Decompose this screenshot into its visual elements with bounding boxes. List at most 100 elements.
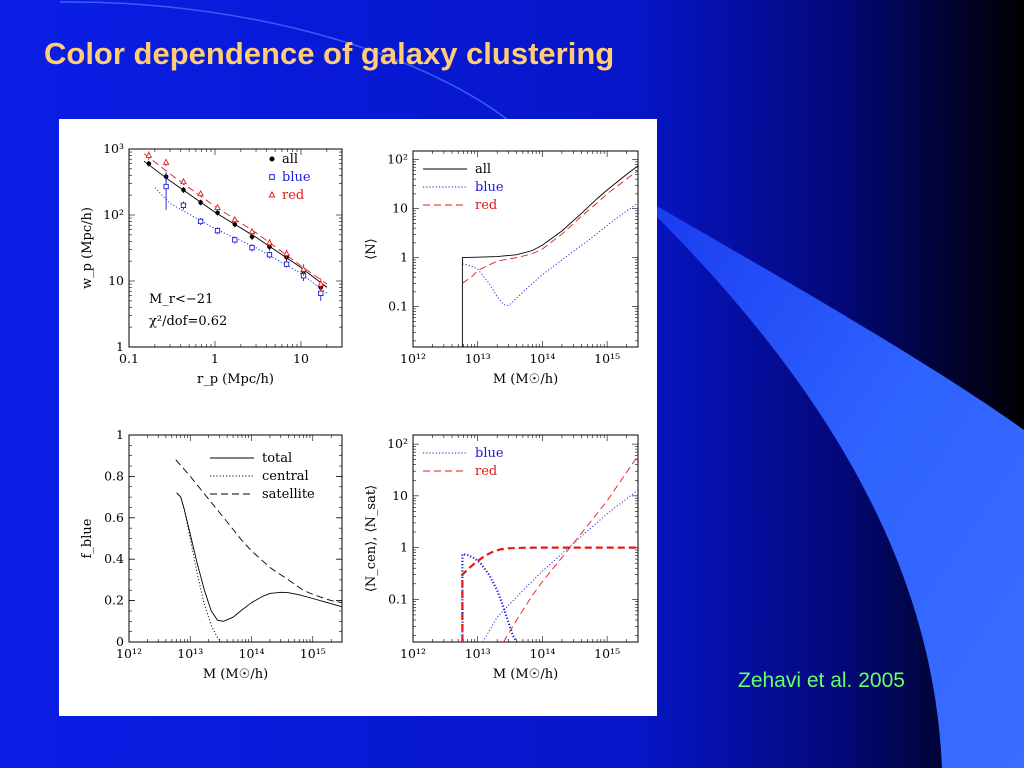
data-point-red: [197, 189, 204, 197]
data-point-all: [146, 161, 152, 166]
x-tick-label: 10: [293, 351, 309, 366]
y-tick-label: 0.1: [388, 299, 408, 314]
legend: blue red: [423, 446, 504, 479]
y-tick-label: 0.2: [104, 593, 124, 608]
legend-label: blue: [282, 170, 311, 185]
y-tick-label: 0.4: [104, 551, 124, 566]
citation: Zehavi et al. 2005: [738, 669, 905, 692]
data-point-blue: [283, 261, 290, 267]
data-point-red: [300, 265, 307, 272]
x-tick-label: 0.1: [119, 351, 139, 366]
x-tick-label: 10¹²: [116, 646, 142, 661]
data-point-all: [249, 234, 255, 239]
data-point-red: [317, 280, 325, 287]
x-tick-label: 10¹⁵: [300, 646, 326, 661]
y-tick-label: 10: [108, 273, 124, 288]
y-tick-label: 0: [116, 634, 124, 649]
x-axis-label: M (M☉/h): [203, 667, 268, 682]
data-point-blue: [232, 237, 238, 243]
x-tick-label: 10¹⁴: [239, 646, 265, 661]
legend: all blue red: [268, 152, 311, 203]
data-point-all: [232, 222, 238, 227]
x-tick-label: 10¹⁵: [594, 646, 620, 661]
data-point-red: [214, 203, 221, 210]
data-point-red: [283, 249, 290, 257]
legend-label: blue: [475, 446, 504, 461]
y-tick-label: 1: [116, 427, 124, 442]
x-tick-label: 10¹⁴: [529, 351, 555, 366]
slide-title: Color dependence of galaxy clustering: [44, 36, 615, 71]
legend-marker: [269, 156, 275, 162]
x-tick-label: 10¹³: [465, 351, 491, 366]
legend-label: central: [262, 469, 309, 484]
y-tick-label: 10: [392, 201, 408, 216]
y-tick-label: 10: [392, 488, 408, 503]
legend-label: all: [282, 152, 298, 167]
series-line-all: [461, 165, 638, 347]
chart-N: 10¹² 10¹³ 10¹⁴ 10¹⁵ 0.1 1 10 10² M (M☉/h) ⟨N⟩ all b…: [364, 150, 639, 387]
legend-marker: [268, 190, 276, 198]
x-axis-label: M (M☉/h): [493, 372, 558, 387]
y-tick-label: 0.6: [104, 510, 124, 525]
data-point-blue: [266, 252, 273, 258]
plot-frame: [412, 150, 639, 348]
y-tick-label: 1: [400, 540, 408, 555]
legend-marker: [269, 174, 275, 180]
y-axis-label: ⟨N_cen⟩, ⟨N_sat⟩: [364, 485, 379, 592]
data-point-all: [181, 187, 186, 193]
y-axis-label: w_p (Mpc/h): [80, 207, 95, 289]
data-point-blue: [180, 202, 187, 209]
plot-area: [461, 455, 638, 642]
plot-frame: [128, 148, 343, 348]
data-point-blue: [318, 290, 324, 296]
x-tick-label: 10¹²: [400, 646, 426, 661]
legend-label: red: [282, 188, 304, 203]
chart-annotation: χ²/dof=0.62: [149, 314, 227, 329]
x-tick-label: 10¹³: [177, 646, 203, 661]
data-point-red: [145, 151, 153, 158]
y-tick-label: 10²: [103, 207, 124, 222]
series-line-red: [462, 170, 638, 284]
series-line-blue: [461, 552, 518, 642]
data-point-red: [231, 215, 239, 223]
y-tick-label: 10²: [387, 436, 408, 451]
x-tick-label: 10¹⁴: [529, 646, 555, 661]
chart-annotation: M_r<−21: [149, 292, 213, 307]
plot-frame: [412, 434, 639, 643]
legend-label: red: [475, 464, 497, 479]
x-axis-label: M (M☉/h): [493, 667, 558, 682]
plot-area: [143, 151, 328, 301]
chart-NcenNsat: 10¹² 10¹³ 10¹⁴ 10¹⁵ 0.1 1 10 10² M (M☉/h) ⟨N_cen⟩…: [364, 434, 639, 682]
series-line-total: [176, 492, 342, 622]
x-tick-label: 10¹³: [465, 646, 491, 661]
legend-label: red: [475, 198, 497, 213]
y-tick-label: 0.8: [104, 468, 124, 483]
series-line-satellite: [175, 459, 342, 604]
x-tick-label: 1: [211, 351, 219, 366]
legend: total central satellite: [210, 451, 315, 502]
plot-area: [461, 165, 638, 347]
data-point-red: [248, 227, 256, 235]
x-axis-label: r_p (Mpc/h): [197, 372, 274, 387]
series-line-red: [461, 546, 638, 642]
x-tick-label: 10¹²: [400, 351, 426, 366]
legend-label: satellite: [262, 487, 315, 502]
y-tick-label: 10³: [103, 141, 124, 156]
data-point-red: [162, 158, 170, 165]
y-tick-label: 1: [116, 339, 124, 354]
y-axis-label: ⟨N⟩: [364, 238, 379, 260]
plot-area: [175, 459, 342, 642]
y-tick-label: 0.1: [388, 591, 408, 606]
legend-label: total: [262, 451, 292, 466]
x-tick-label: 10¹⁵: [594, 351, 620, 366]
series-line-central: [176, 492, 223, 642]
y-tick-label: 10²: [387, 152, 408, 167]
data-point-blue: [163, 183, 169, 190]
series-line-red-satellite: [503, 455, 638, 642]
series-line-blue-satellite: [482, 489, 638, 642]
legend-label: all: [475, 162, 491, 177]
legend-label: blue: [475, 180, 504, 195]
data-point-blue: [249, 245, 255, 251]
